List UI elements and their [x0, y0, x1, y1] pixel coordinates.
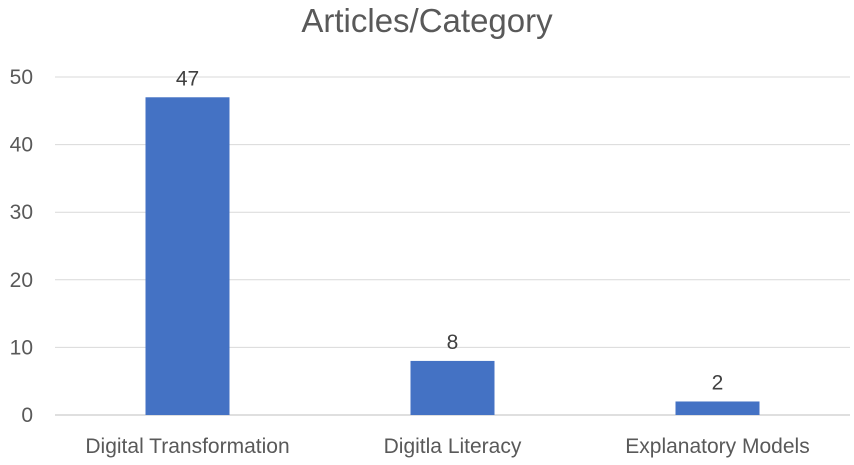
data-label: 8 [447, 331, 459, 354]
data-label: 47 [176, 67, 199, 90]
y-tick-label: 30 [10, 201, 33, 224]
y-tick-label: 0 [21, 404, 33, 427]
bar [410, 360, 495, 415]
x-category-label: Digital Transformation [85, 435, 289, 458]
y-tick-label: 10 [10, 336, 33, 359]
y-tick-label: 40 [10, 134, 33, 157]
y-tick-label: 50 [10, 66, 33, 89]
x-category-label: Explanatory Models [625, 435, 809, 458]
chart-title: Articles/Category [301, 2, 553, 39]
bar [675, 401, 760, 415]
data-label: 2 [712, 371, 724, 394]
x-category-label: Digitla Literacy [384, 435, 522, 458]
y-tick-label: 20 [10, 269, 33, 292]
bar [145, 97, 230, 415]
